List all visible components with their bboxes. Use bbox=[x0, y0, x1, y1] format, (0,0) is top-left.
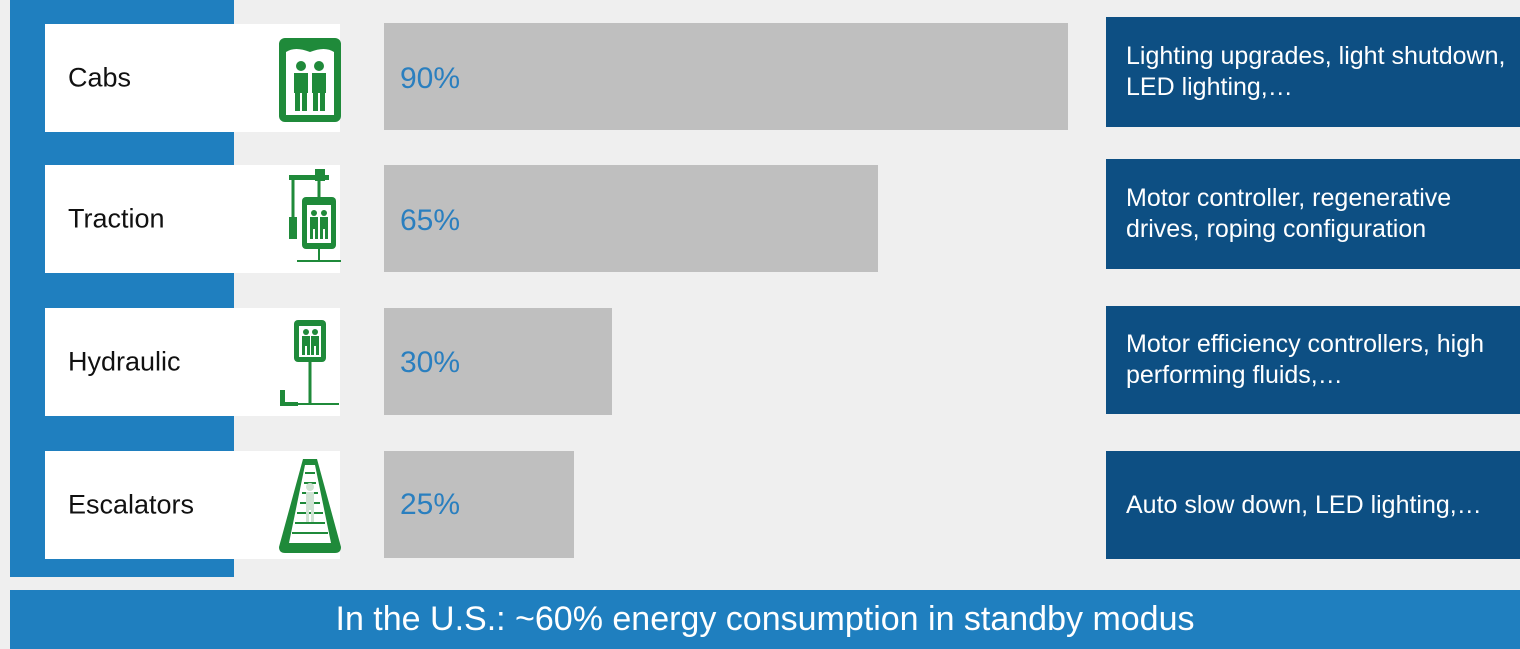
bar-hydraulic bbox=[384, 308, 612, 415]
traction-elevator-icon bbox=[289, 169, 341, 262]
bar-traction bbox=[384, 165, 878, 272]
footer-banner: In the U.S.: ~60% energy consumption in … bbox=[10, 590, 1520, 649]
value-label: 65% bbox=[400, 204, 461, 237]
bar-cabs bbox=[384, 23, 1068, 130]
annotation-text: Auto slow down, LED lighting,… bbox=[1126, 490, 1482, 519]
footer-text: In the U.S.: ~60% energy consumption in … bbox=[335, 600, 1195, 638]
annotation-box: Auto slow down, LED lighting,… bbox=[1106, 451, 1520, 559]
category-label-box: Cabs bbox=[45, 24, 341, 132]
annotation-text: Lighting upgrades, light shutdown, LED l… bbox=[1126, 42, 1506, 101]
annotation-text: Motor controller, regenerative drives, r… bbox=[1126, 184, 1452, 243]
category-label: Traction bbox=[68, 203, 165, 234]
annotation-box: Motor controller, regenerative drives, r… bbox=[1106, 159, 1520, 269]
annotation-box: Motor efficiency controllers, high perfo… bbox=[1106, 306, 1520, 414]
category-label: Escalators bbox=[68, 489, 195, 520]
category-label: Hydraulic bbox=[68, 346, 181, 377]
category-label-box: Traction bbox=[45, 165, 341, 273]
value-label: 90% bbox=[400, 62, 461, 95]
value-label: 25% bbox=[400, 488, 461, 521]
escalator-icon bbox=[279, 459, 341, 553]
value-label: 30% bbox=[400, 346, 461, 379]
category-label-box: Escalators bbox=[45, 451, 341, 559]
bar-escalators bbox=[384, 451, 574, 558]
elevator-cab-icon bbox=[279, 38, 341, 122]
category-label: Cabs bbox=[68, 62, 132, 93]
hydraulic-elevator-icon bbox=[280, 320, 339, 406]
category-label-box: Hydraulic bbox=[45, 308, 340, 416]
annotation-text: Motor efficiency controllers, high perfo… bbox=[1126, 330, 1485, 389]
annotation-box: Lighting upgrades, light shutdown, LED l… bbox=[1106, 17, 1520, 127]
